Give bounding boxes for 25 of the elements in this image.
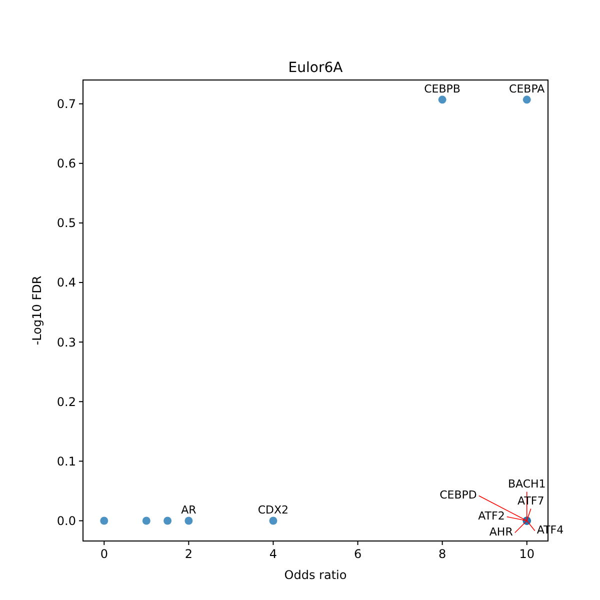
y-axis-title: -Log10 FDR — [30, 276, 44, 346]
y-tick-label: 0.1 — [56, 454, 76, 468]
chart-title: Eulor6A — [288, 60, 344, 76]
annotation: CEBPD — [440, 488, 477, 502]
annotation: BACH1 — [508, 478, 546, 491]
x-tick-label: 2 — [184, 547, 192, 561]
annotation: CEBPA — [509, 82, 546, 96]
y-tick-label: 0.6 — [56, 156, 76, 171]
x-tick-label: 6 — [354, 547, 362, 561]
x-tick-label: 4 — [269, 547, 278, 561]
y-tick-label: 0.0 — [56, 514, 76, 528]
y-tick-label: 0.2 — [56, 394, 76, 409]
x-tick-label: 10 — [519, 547, 535, 561]
annotation: AR — [181, 504, 197, 517]
annotation: AHR — [489, 526, 514, 539]
annotation: ATF2 — [478, 510, 505, 523]
y-tick-label: 0.4 — [56, 276, 76, 290]
y-tick-label: 0.3 — [56, 335, 76, 350]
x-tick-label: 0 — [100, 547, 108, 561]
x-tick-label: 8 — [438, 547, 446, 561]
annotation: CEBPB — [424, 82, 460, 96]
y-tick-label: 0.5 — [56, 216, 76, 230]
y-tick-label: 0.7 — [56, 97, 76, 112]
annotation: CDX2 — [258, 504, 289, 517]
x-axis-title: Odds ratio — [284, 568, 347, 582]
